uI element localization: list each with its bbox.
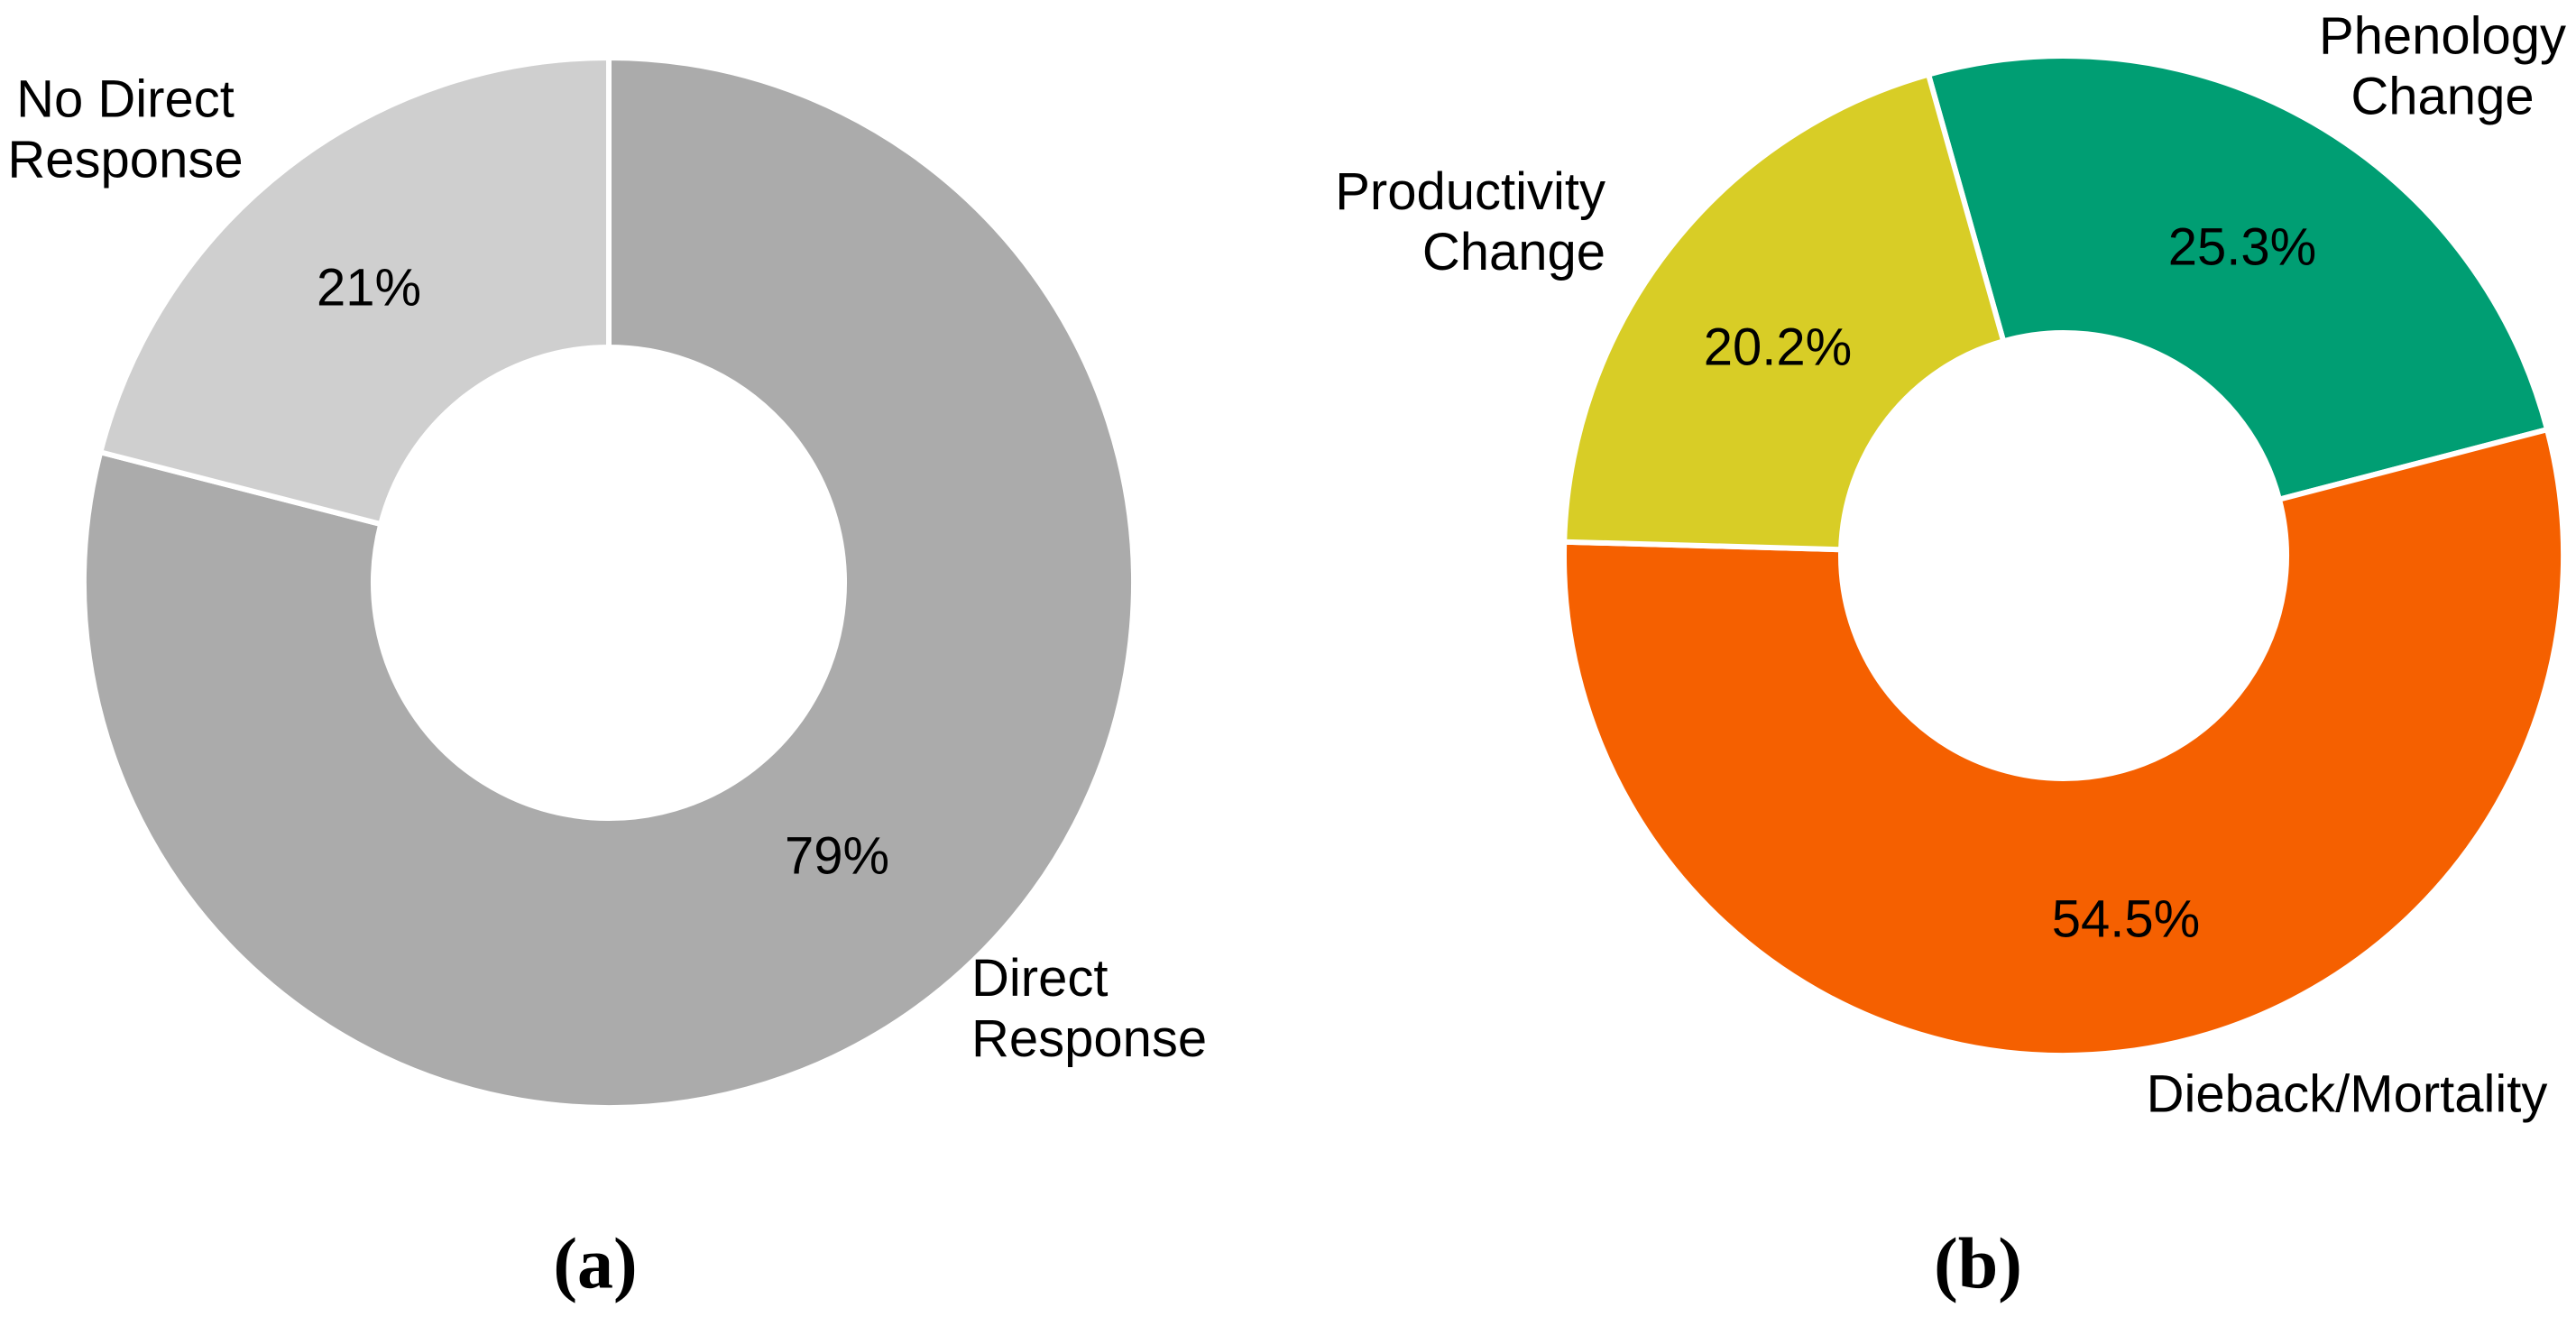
panel-a: No Direct Response 21% 79% Direct Respon… <box>7 55 1208 1304</box>
percentage-label-productivity-change: 20.2% <box>1703 318 1853 377</box>
slice-direct-response <box>81 55 1136 1110</box>
percentage-label-phenology-change: 25.3% <box>2167 217 2317 277</box>
panel-caption-a: (a) <box>553 1224 638 1304</box>
slice-label-phenology-change: Phenology Change <box>2318 6 2567 125</box>
slice-label-productivity-change: Productivity Change <box>1335 162 1605 281</box>
slice-productivity-change <box>1561 71 2007 553</box>
slice-phenology-change <box>1926 53 2551 502</box>
slice-dieback-mortality <box>1561 427 2566 1058</box>
panel-b: Phenology Change 25.3% Productivity Chan… <box>1288 0 2576 1317</box>
slice-label-no-direct-response: No Direct Response <box>7 69 244 189</box>
donut-chart-a <box>81 55 1136 1110</box>
percentage-label-direct-response: 79% <box>784 826 890 886</box>
percentage-label-dieback-mortality: 54.5% <box>2051 889 2201 949</box>
panel-caption-b: (b) <box>1934 1224 2022 1304</box>
percentage-label-no-direct-response: 21% <box>316 258 422 318</box>
slice-no-direct-response <box>97 55 612 528</box>
slice-label-direct-response: Direct Response <box>971 949 1208 1068</box>
donut-chart-b <box>1561 53 2566 1058</box>
slice-label-dieback-mortality: Dieback/Mortality <box>2146 1064 2548 1124</box>
